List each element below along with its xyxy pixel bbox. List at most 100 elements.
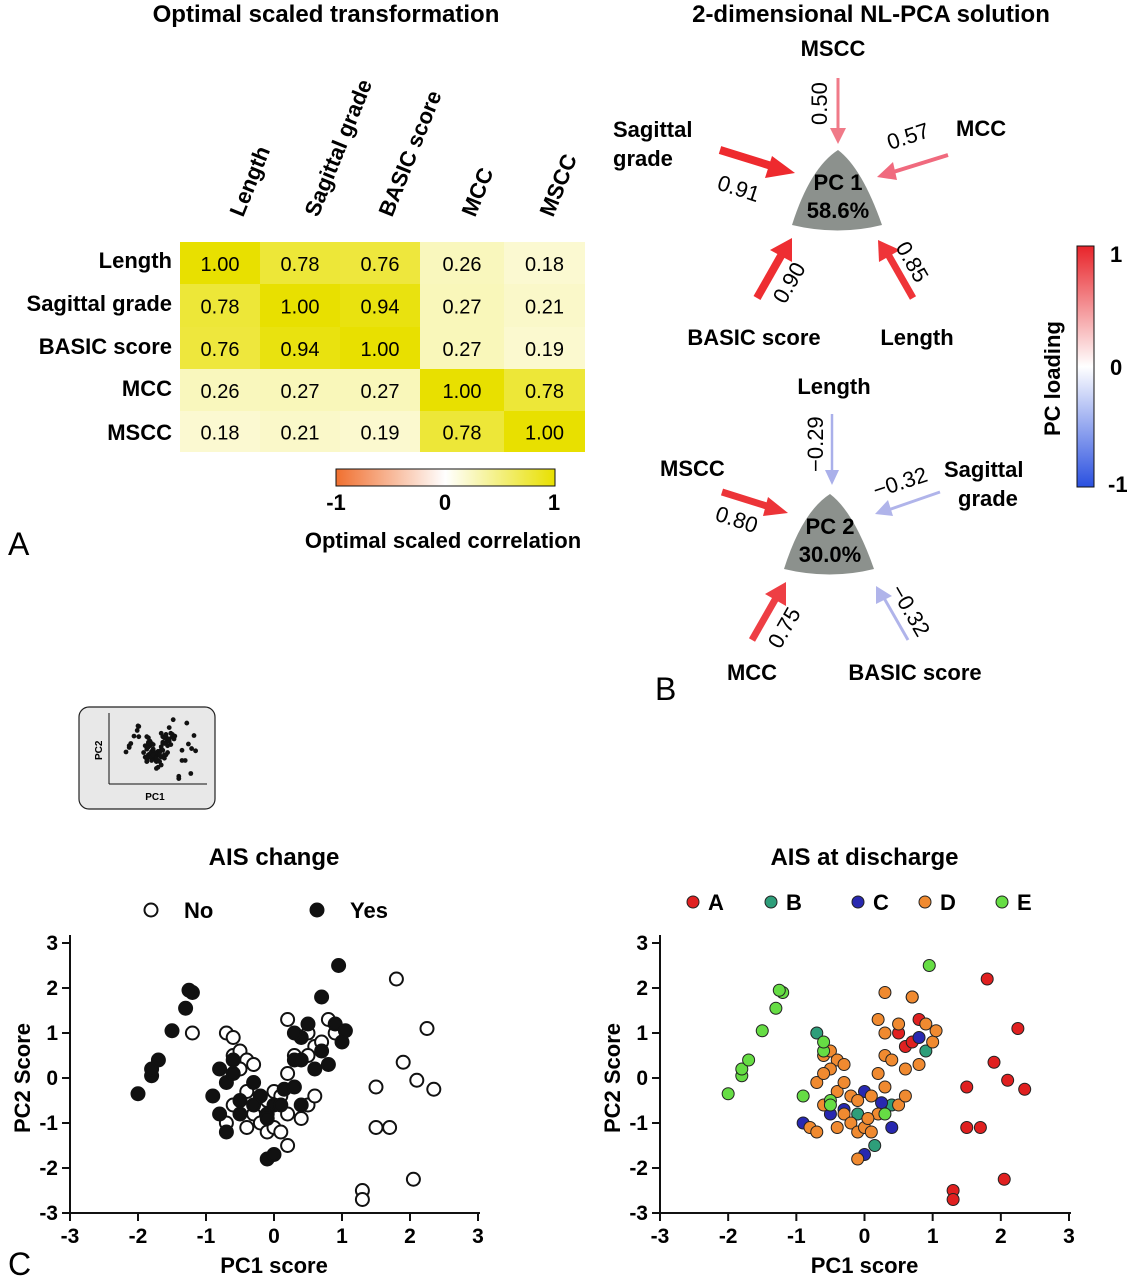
heatmap-cell-value: 0.76 [201,339,240,361]
data-point-yes [293,1052,309,1068]
data-point-b [919,1044,933,1058]
heatmap-cell-value: 0.26 [443,254,482,276]
data-point-no [184,1025,200,1041]
data-point-no [280,1012,296,1027]
pc2-label-mscc: MSCC [660,456,725,481]
pc2-shape [784,494,874,575]
heatmap-cell-value: 0.27 [361,381,400,403]
panel-c-letter: C [8,1246,31,1280]
panel-a-title: Optimal scaled transformation [153,1,500,28]
row-header-basic-score: BASIC score [39,334,172,359]
pc1-value-sagittal: 0.91 [714,170,762,207]
colorbar-a-tick-mid: 0 [439,490,451,515]
inset-point [193,748,199,754]
data-point-no [409,1072,425,1088]
data-point-d [844,1116,858,1130]
x-tick-label: -3 [61,1225,80,1248]
pc1-variance: 58.6% [807,198,869,223]
heatmap-cell [504,242,585,284]
pc1-arrowhead-mcc [877,162,897,180]
x-tick-label: 3 [472,1225,484,1248]
inset-point [163,732,169,737]
data-point-a [946,1193,960,1206]
colorbar-b-tick-max: 1 [1110,242,1122,267]
inset-point [184,720,190,726]
data-point-yes [218,1124,234,1140]
heatmap-cell-value: 1.00 [443,381,482,403]
data-point-yes [212,1061,228,1077]
inset-point [154,755,159,761]
x-axis-label: PC1 score [811,1253,919,1278]
data-point-e [772,983,786,997]
inset-point [131,733,137,739]
data-point-yes [225,1052,241,1068]
legend-marker-a [686,895,700,909]
heatmap-cell [340,411,420,452]
data-point-e [817,1035,831,1049]
inset-point [160,747,166,753]
data-point-d [810,1076,824,1089]
x-axis-label: PC1 score [220,1253,328,1278]
y-tick-label: 0 [636,1067,648,1090]
x-tick-label: -1 [787,1225,806,1248]
legend-marker-no [143,902,159,918]
pc2-value-basic: −0.32 [886,580,935,641]
data-point-yes [327,1016,343,1032]
col-header-sagittal-grade: Sagittal grade [299,76,377,220]
data-point-no [307,1088,323,1104]
x-tick-label: 1 [927,1225,939,1248]
data-point-yes [286,1025,302,1041]
data-point-d [912,1058,926,1071]
inset-point [191,733,197,738]
data-point-d [830,1085,844,1098]
pc1-name: PC 1 [814,170,863,195]
data-point-d [851,1152,865,1166]
inset-point [189,746,195,751]
heatmap-cell-value: 0.26 [201,381,240,403]
pc1-label-mcc: MCC [956,116,1006,141]
heatmap-cell [504,411,585,452]
heatmap-cell [504,369,585,411]
heatmap-cell-value: 0.18 [525,254,564,276]
data-point-yes [150,1052,166,1068]
data-point-no [405,1171,421,1187]
data-point-d [929,1024,943,1038]
pc2-arrowhead-mscc [763,497,788,516]
data-point-a [980,972,994,986]
pc2-arrow-basic [882,597,910,641]
data-point-yes [130,1086,146,1102]
inset-point [157,752,163,758]
legend-label-yes: Yes [350,898,388,923]
scatter-ais-discharge: AIS at discharge -3 -2 -1 0 1 2 3 3 2 1 0 -1 -2 -3 PC1 … [600,844,1075,1278]
legend-marker-d [918,895,932,909]
pc2-label-sagittal-1: Sagittal [944,457,1023,482]
legend-label-b: B [786,890,802,915]
heatmap-cell [260,411,340,452]
heatmap-cell [420,284,504,327]
heatmap-cell [420,327,504,369]
data-point-e [796,1089,810,1103]
data-point-d [919,1017,933,1031]
data-point-e [742,1053,756,1067]
inset-point [179,747,185,753]
y-tick-label: 1 [46,1022,58,1045]
data-point-d [892,1017,906,1031]
data-point-yes [232,1106,248,1122]
pc2-label-basic: BASIC score [848,660,981,685]
pc2-arrow-mscc [720,488,775,512]
inset-point [182,758,188,763]
data-point-a [987,1055,1001,1069]
colorbar-a-tick-max: 1 [548,490,560,515]
heatmap-cell [260,369,340,411]
y-tick-label: -2 [629,1157,648,1180]
inset-point [186,741,191,747]
data-point-d [878,1080,892,1094]
data-point-yes [307,1061,323,1077]
data-point-e [735,1062,749,1076]
heatmap-cell [340,327,420,369]
pc2-value-sagittal: −0.32 [870,462,931,503]
inset-point [166,725,172,730]
inset-thumbnail: PC1 PC2 [78,706,216,810]
y-tick-label: -1 [629,1112,648,1135]
inset-points [123,717,199,781]
